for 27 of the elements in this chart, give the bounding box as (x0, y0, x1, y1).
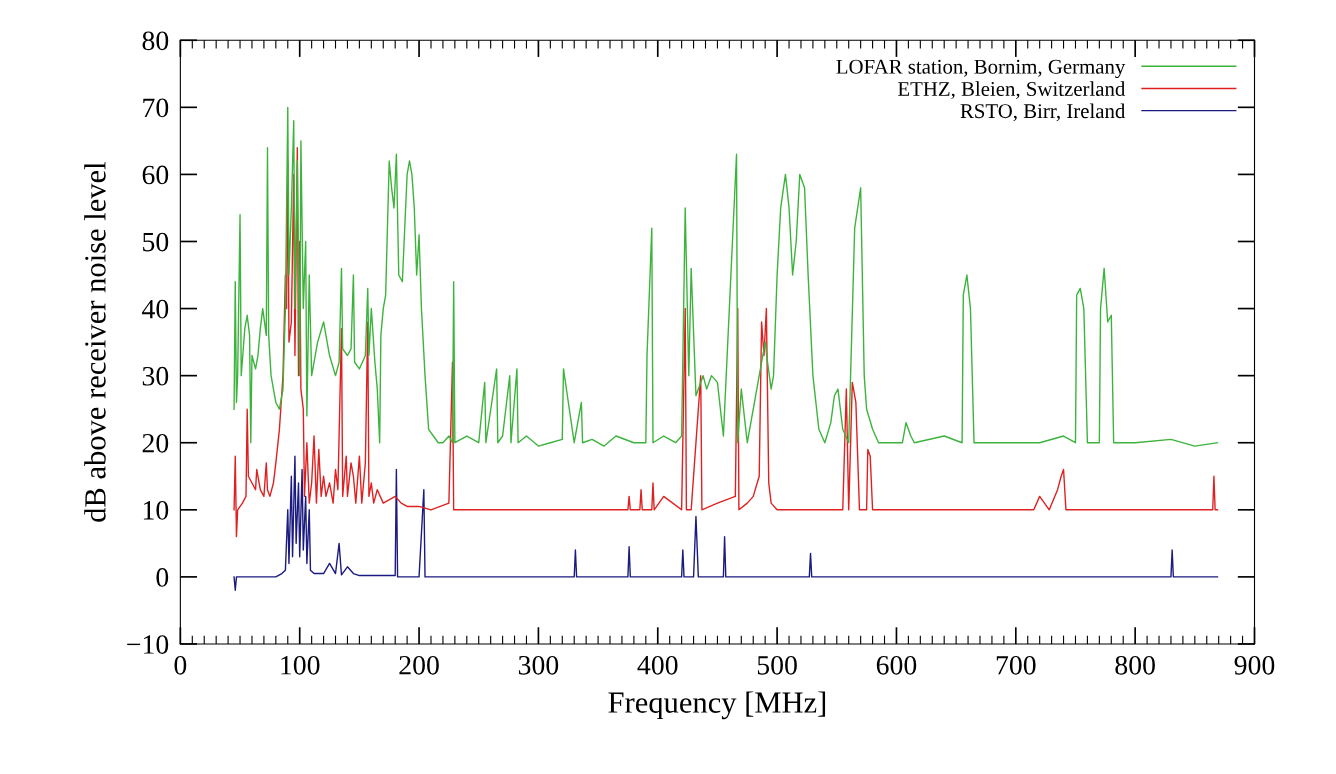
y-tick-label: −10 (127, 635, 169, 654)
x-tick-label: 300 (518, 655, 559, 675)
x-tick-label: 600 (876, 655, 917, 675)
legend-label: RSTO, Birr, Ireland (960, 103, 1126, 122)
y-tick-label: 70 (143, 98, 169, 118)
line-series (233, 455, 1219, 591)
y-axis-title: dB above receiver noise level (84, 162, 106, 522)
x-tick-label: 700 (996, 655, 1036, 675)
y-tick-label: 60 (142, 165, 169, 185)
y-tick-label: 50 (143, 232, 169, 252)
x-axis-title: Frequency [MHz] (608, 691, 826, 720)
y-tick-label: 80 (142, 31, 169, 51)
x-tick-label: 0 (174, 655, 187, 675)
x-tick-label: 100 (281, 655, 320, 675)
line-series (233, 146, 1219, 538)
x-tick-label: 200 (399, 655, 439, 675)
x-tick-label: 900 (1234, 655, 1275, 675)
legend-label: LOFAR station, Bornim, Germany (836, 59, 1126, 79)
legend-label: ETHZ, Bleien, Switzerland (897, 81, 1126, 99)
x-tick-label: 800 (1115, 655, 1155, 675)
y-tick-label: 0 (156, 568, 169, 587)
y-tick-label: 30 (142, 366, 169, 386)
y-tick-label: 10 (143, 500, 169, 520)
y-tick-label: 40 (142, 299, 169, 319)
y-tick-label: 20 (142, 433, 169, 453)
x-tick-label: 500 (757, 655, 797, 675)
x-tick-label: 400 (637, 655, 678, 675)
